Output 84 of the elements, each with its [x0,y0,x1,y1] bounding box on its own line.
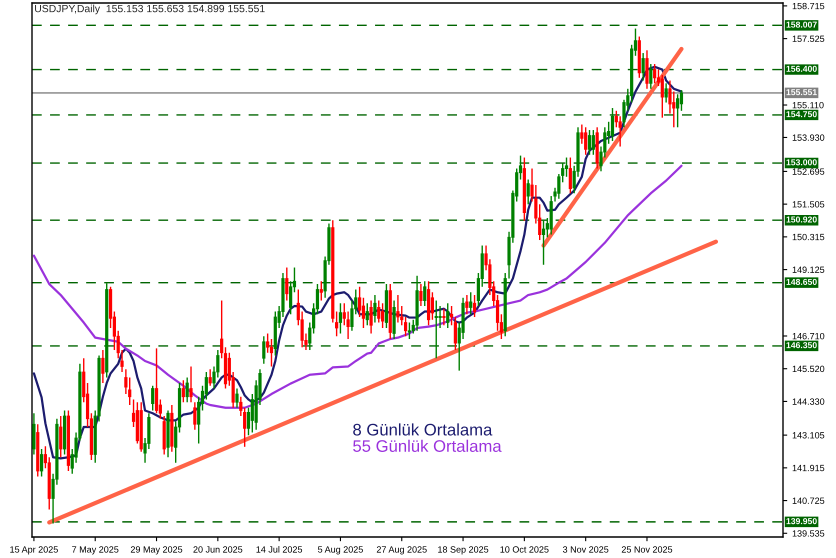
candlestick [592,129,595,156]
candlestick [338,302,342,334]
candlestick [59,415,62,458]
line-series [32,66,683,460]
ref-line-label: 155.551 [786,89,817,96]
y-tick-label: 140.725 [792,498,824,504]
line-series [32,164,683,409]
candlestick [430,292,434,320]
x-tick-label: 3 Nov 2025 [562,546,608,553]
x-tick-label: 20 Jun 2025 [193,546,242,553]
ref-line-label: 154.750 [786,111,817,118]
y-tick-label: 155.110 [792,102,824,108]
candlestick [40,448,44,478]
x-tick-label: 10 Oct 2025 [500,546,549,553]
ref-line-label: 156.400 [786,66,817,72]
candlestick [396,294,400,324]
candlestick [610,107,614,142]
ref-line-label: 139.950 [786,518,817,524]
candlestick [653,63,656,84]
candlestick [542,220,546,266]
candlestick [208,368,212,386]
candlestick [193,402,196,430]
candlestick [469,292,472,315]
x-tick-label: 15 Apr 2025 [10,546,58,554]
candlestick [320,280,323,302]
x-tick-label: 7 May 2025 [72,546,118,554]
candlestick [642,52,645,82]
candlestick [438,305,442,329]
candlestick [373,294,377,324]
candlestick [186,376,189,403]
candlestick [262,336,266,364]
ref-line-label: 158.007 [786,22,817,28]
y-tick-label: 151.505 [792,201,824,208]
candlestick [649,63,652,90]
y-tick-label: 146.710 [792,332,824,340]
y-tick-label: 145.520 [792,366,824,372]
y-tick-label: 152.695 [792,168,824,175]
y-tick-label: 143.105 [792,432,824,438]
candlestick [526,178,530,205]
chart-title: USDJPY,Daily 155.153 155.653 154.899 155.551 [35,4,265,14]
candlestick [446,302,450,329]
candlestick [182,380,185,403]
x-tick-label: 29 May 2025 [130,546,182,554]
candlestick [465,294,468,315]
ref-line-label: 153.000 [786,159,817,166]
y-tick-label: 158.715 [792,2,824,10]
candlestick [676,94,680,128]
candlestick [380,302,384,329]
candlestick [266,332,270,354]
text: 8 Günlük Ortalama [353,423,492,436]
candlestick [588,129,592,156]
candlestick [235,388,239,408]
y-tick-label: 150.315 [792,234,824,240]
candlestick [369,300,373,334]
candlestick [423,280,426,307]
candlestick [285,266,288,302]
x-tick-label: 5 Aug 2025 [318,546,363,554]
x-tick-label: 18 Sep 2025 [438,546,488,554]
ref-line-label: 146.350 [786,342,817,348]
candlestick [442,308,446,326]
candlestick [584,126,588,156]
ref-line-label: 150.920 [786,216,817,223]
y-tick-label: 153.930 [792,134,824,141]
candlestick [568,156,572,194]
candlestick [434,300,438,359]
candlestick [289,280,292,315]
candlestick [472,294,476,318]
candlestick [101,349,104,384]
y-tick-label: 141.915 [792,464,824,472]
y-tick-label: 139.535 [792,530,824,537]
text: 55 Günlük Ortalama [353,440,502,452]
candlestick [419,283,423,307]
candlestick [408,322,412,340]
x-tick-label: 25 Nov 2025 [622,546,672,553]
y-tick-label: 144.330 [792,398,824,405]
x-tick-label: 27 Aug 2025 [376,546,427,554]
candlestick [151,385,154,412]
candlestick [664,82,668,104]
candlestick [189,366,193,403]
y-tick-label: 149.125 [792,266,824,273]
y-tick-label: 157.525 [792,36,824,42]
candlestick [366,302,369,326]
ref-line-label: 148.650 [786,278,817,285]
x-tick-label: 14 Jul 2025 [256,546,302,553]
